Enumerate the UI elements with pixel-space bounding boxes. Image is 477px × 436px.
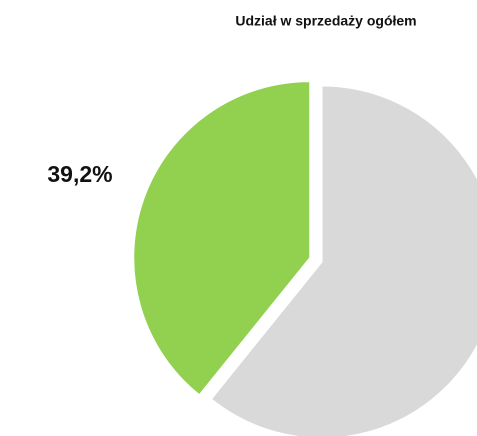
pie-slice <box>133 81 311 396</box>
pie-slice <box>210 85 477 436</box>
data-label: 39,2% <box>47 161 112 187</box>
chart-title: Udział w sprzedaży ogółem <box>235 13 416 29</box>
